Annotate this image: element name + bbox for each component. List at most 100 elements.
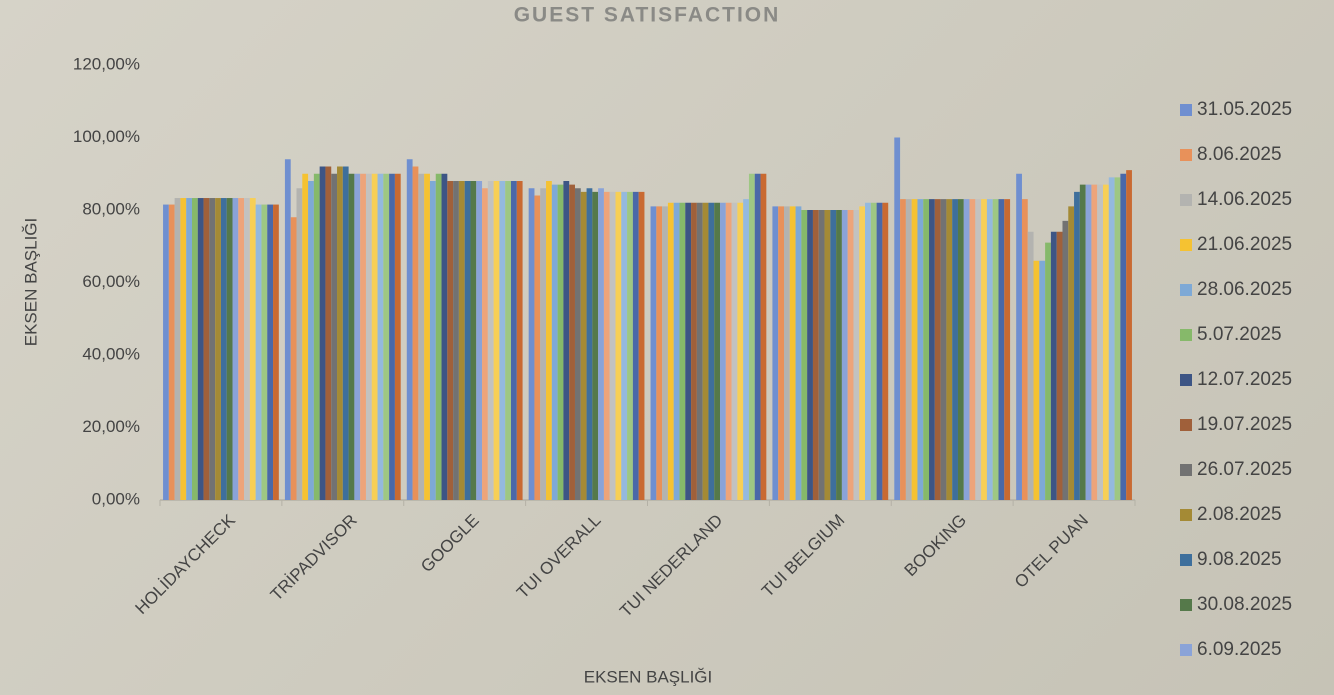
legend-swatch	[1180, 104, 1192, 116]
bar	[569, 184, 575, 500]
bar	[470, 181, 477, 500]
bar	[1091, 184, 1098, 500]
bar	[1120, 173, 1127, 500]
bar	[1050, 231, 1057, 500]
bar	[244, 198, 250, 500]
bar	[656, 206, 663, 500]
bar	[725, 202, 732, 500]
legend-swatch	[1180, 149, 1192, 161]
bar	[720, 202, 726, 500]
y-tick-label: 60,00%	[82, 272, 140, 291]
bar	[998, 199, 1005, 500]
bar	[383, 173, 390, 500]
legend-label: 21.06.2025	[1197, 234, 1292, 255]
bar	[900, 199, 906, 500]
bar	[662, 206, 668, 500]
legend-swatch	[1180, 374, 1192, 386]
x-tick-label: GOOGLE	[417, 511, 483, 577]
legend-swatch	[1180, 599, 1192, 611]
bar	[917, 199, 924, 500]
bar	[836, 210, 842, 500]
bar	[441, 173, 448, 500]
bar	[546, 181, 552, 500]
legend-swatch	[1180, 419, 1192, 431]
bar	[563, 181, 570, 500]
bar	[319, 166, 326, 500]
bar	[389, 173, 395, 500]
x-tick-label: TUI BELGIUM	[758, 511, 848, 601]
bar	[952, 199, 958, 500]
legend-swatch	[1180, 464, 1192, 476]
bar	[876, 202, 883, 500]
bar	[1062, 220, 1069, 500]
bar	[1016, 173, 1022, 500]
bar	[905, 199, 912, 500]
legend-swatch	[1180, 329, 1192, 341]
legend-swatch	[1180, 284, 1192, 296]
bar	[406, 159, 413, 500]
bar	[458, 181, 465, 500]
bar	[273, 204, 279, 500]
bar	[992, 199, 999, 500]
bar	[1079, 184, 1086, 500]
legend-swatch	[1180, 239, 1192, 251]
bar	[696, 202, 703, 500]
bar	[203, 198, 210, 500]
bar	[516, 181, 523, 500]
bar	[609, 191, 616, 500]
bar	[482, 188, 488, 500]
bar	[331, 173, 338, 500]
bar	[447, 181, 454, 500]
bar	[1027, 231, 1034, 500]
bar	[929, 199, 935, 500]
bar	[946, 199, 953, 500]
bar	[615, 191, 622, 500]
legend-label: 14.06.2025	[1197, 189, 1292, 210]
bar	[429, 181, 436, 500]
bar	[255, 204, 262, 500]
legend-label: 9.08.2025	[1197, 549, 1282, 570]
bar	[308, 181, 314, 500]
bar	[220, 198, 227, 500]
bar	[464, 181, 471, 500]
bar	[731, 202, 738, 500]
bar	[1045, 242, 1051, 500]
bar	[412, 166, 419, 500]
y-tick-label: 0,00%	[92, 489, 140, 508]
legend-swatch	[1180, 554, 1192, 566]
bar	[540, 188, 547, 500]
bar	[365, 173, 372, 500]
bar	[528, 188, 535, 500]
bar	[592, 191, 599, 500]
bar	[1097, 184, 1104, 500]
bar	[574, 188, 581, 500]
legend-label: 2.08.2025	[1197, 504, 1282, 525]
bar	[215, 198, 221, 500]
bar	[795, 206, 802, 500]
x-tick-label: TRİPADVISOR	[267, 511, 361, 605]
bar	[1085, 184, 1092, 500]
bar	[1021, 199, 1028, 500]
bar	[743, 199, 749, 500]
bar	[894, 137, 901, 500]
bar	[435, 173, 442, 500]
bar	[453, 181, 459, 500]
bar	[493, 181, 500, 500]
bar	[789, 206, 796, 500]
bar	[284, 159, 291, 500]
bar	[348, 173, 355, 500]
bar	[551, 184, 558, 500]
bar	[737, 202, 744, 500]
bar	[818, 210, 825, 500]
legend-label: 6.09.2025	[1197, 639, 1282, 660]
bar	[186, 198, 192, 500]
bar	[911, 199, 918, 500]
bar	[394, 173, 401, 500]
bar	[580, 191, 587, 500]
bar	[812, 210, 819, 500]
bar	[168, 204, 175, 500]
bar	[801, 210, 808, 500]
bar	[1068, 206, 1075, 500]
bar	[685, 202, 692, 500]
